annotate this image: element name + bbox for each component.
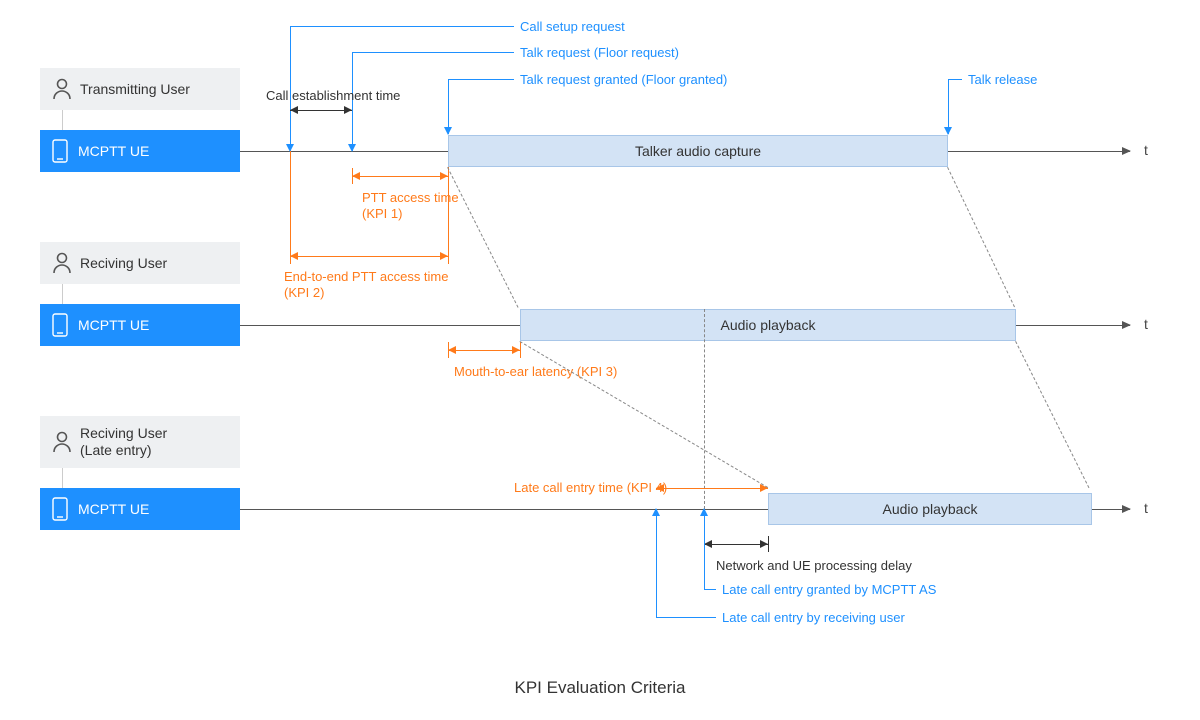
call-setup-label: Call setup request [520, 19, 625, 34]
kpi4-label: Late call entry time (KPI 4) [514, 480, 667, 495]
lead-talk-request [352, 52, 514, 53]
kpi2-tick-left [290, 151, 291, 264]
dash-vert-grant [704, 309, 705, 509]
span-kpi2 [290, 256, 448, 257]
tick-floor-granted [448, 79, 449, 134]
mcptt-ue-label-2: MCPTT UE [78, 317, 149, 333]
phone-icon [52, 313, 68, 337]
t-label-2: t [1144, 316, 1148, 332]
phone-icon [52, 497, 68, 521]
kpi1-label: PTT access time (KPI 1) [362, 190, 459, 223]
receiving-user-late-box: Reciving User (Late entry) [40, 416, 240, 468]
span-kpi1 [352, 176, 448, 177]
kpi3-label: Mouth-to-ear latency (KPI 3) [454, 364, 617, 379]
receiving-user-box: Reciving User [40, 242, 240, 284]
receiving-user-late-label: Reciving User (Late entry) [80, 425, 167, 460]
dash-diag-1b [947, 167, 1015, 307]
t-label-3: t [1144, 500, 1148, 516]
mcptt-ue-box-3: MCPTT UE [40, 488, 240, 530]
audio-playback-label-1: Audio playback [721, 317, 816, 333]
transmitting-user-box: Transmitting User [40, 68, 240, 110]
call-est-label: Call establishment time [266, 88, 400, 103]
lead-talk-release [948, 79, 962, 80]
late-grant-label: Late call entry granted by MCPTT AS [722, 582, 936, 597]
connector-line [62, 110, 63, 130]
dash-diag-1a [447, 167, 518, 308]
user-icon [52, 431, 72, 453]
kpi2-label: End-to-end PTT access time (KPI 2) [284, 269, 449, 302]
t-label-1: t [1144, 142, 1148, 158]
lead-floor-granted [448, 79, 514, 80]
user-icon [52, 78, 72, 100]
diagram-title: KPI Evaluation Criteria [0, 678, 1200, 698]
phone-icon [52, 139, 68, 163]
mcptt-ue-box-2: MCPTT UE [40, 304, 240, 346]
talker-audio-bar: Talker audio capture [448, 135, 948, 167]
lead-late-req [656, 617, 716, 618]
span-netdelay [704, 544, 768, 545]
span-kpi3 [448, 350, 520, 351]
lead-call-setup [290, 26, 514, 27]
mcptt-ue-box-1: MCPTT UE [40, 130, 240, 172]
mcptt-ue-label-1: MCPTT UE [78, 143, 149, 159]
user-icon [52, 252, 72, 274]
audio-playback-bar-2: Audio playback [768, 493, 1092, 525]
netdelay-tick-right [768, 536, 769, 552]
lead-late-grant [704, 589, 716, 590]
floor-granted-label: Talk request granted (Floor granted) [520, 72, 727, 87]
dash-diag-2a [519, 341, 768, 488]
tick-talk-release [948, 79, 949, 134]
netdelay-label: Network and UE processing delay [716, 558, 912, 573]
receiving-user-label: Reciving User [80, 255, 167, 271]
audio-playback-bar-1: Audio playback [520, 309, 1016, 341]
kpi3-tick-left [448, 342, 449, 358]
audio-playback-label-2: Audio playback [883, 501, 978, 517]
transmitting-user-label: Transmitting User [80, 81, 190, 97]
talker-audio-label: Talker audio capture [635, 143, 761, 159]
dash-diag-2b [1015, 341, 1089, 488]
kpi3-tick-right [520, 342, 521, 358]
span-call-est [290, 110, 352, 111]
tick-late-req [656, 509, 657, 617]
kpi1-tick-left [352, 168, 353, 184]
span-kpi4 [656, 488, 768, 489]
kpi2-tick-right [448, 167, 449, 264]
connector-line [62, 468, 63, 488]
talk-request-label: Talk request (Floor request) [520, 45, 679, 60]
mcptt-ue-label-3: MCPTT UE [78, 501, 149, 517]
connector-line [62, 284, 63, 304]
late-req-label: Late call entry by receiving user [722, 610, 905, 625]
tick-late-grant [704, 509, 705, 589]
talk-release-label: Talk release [968, 72, 1037, 87]
